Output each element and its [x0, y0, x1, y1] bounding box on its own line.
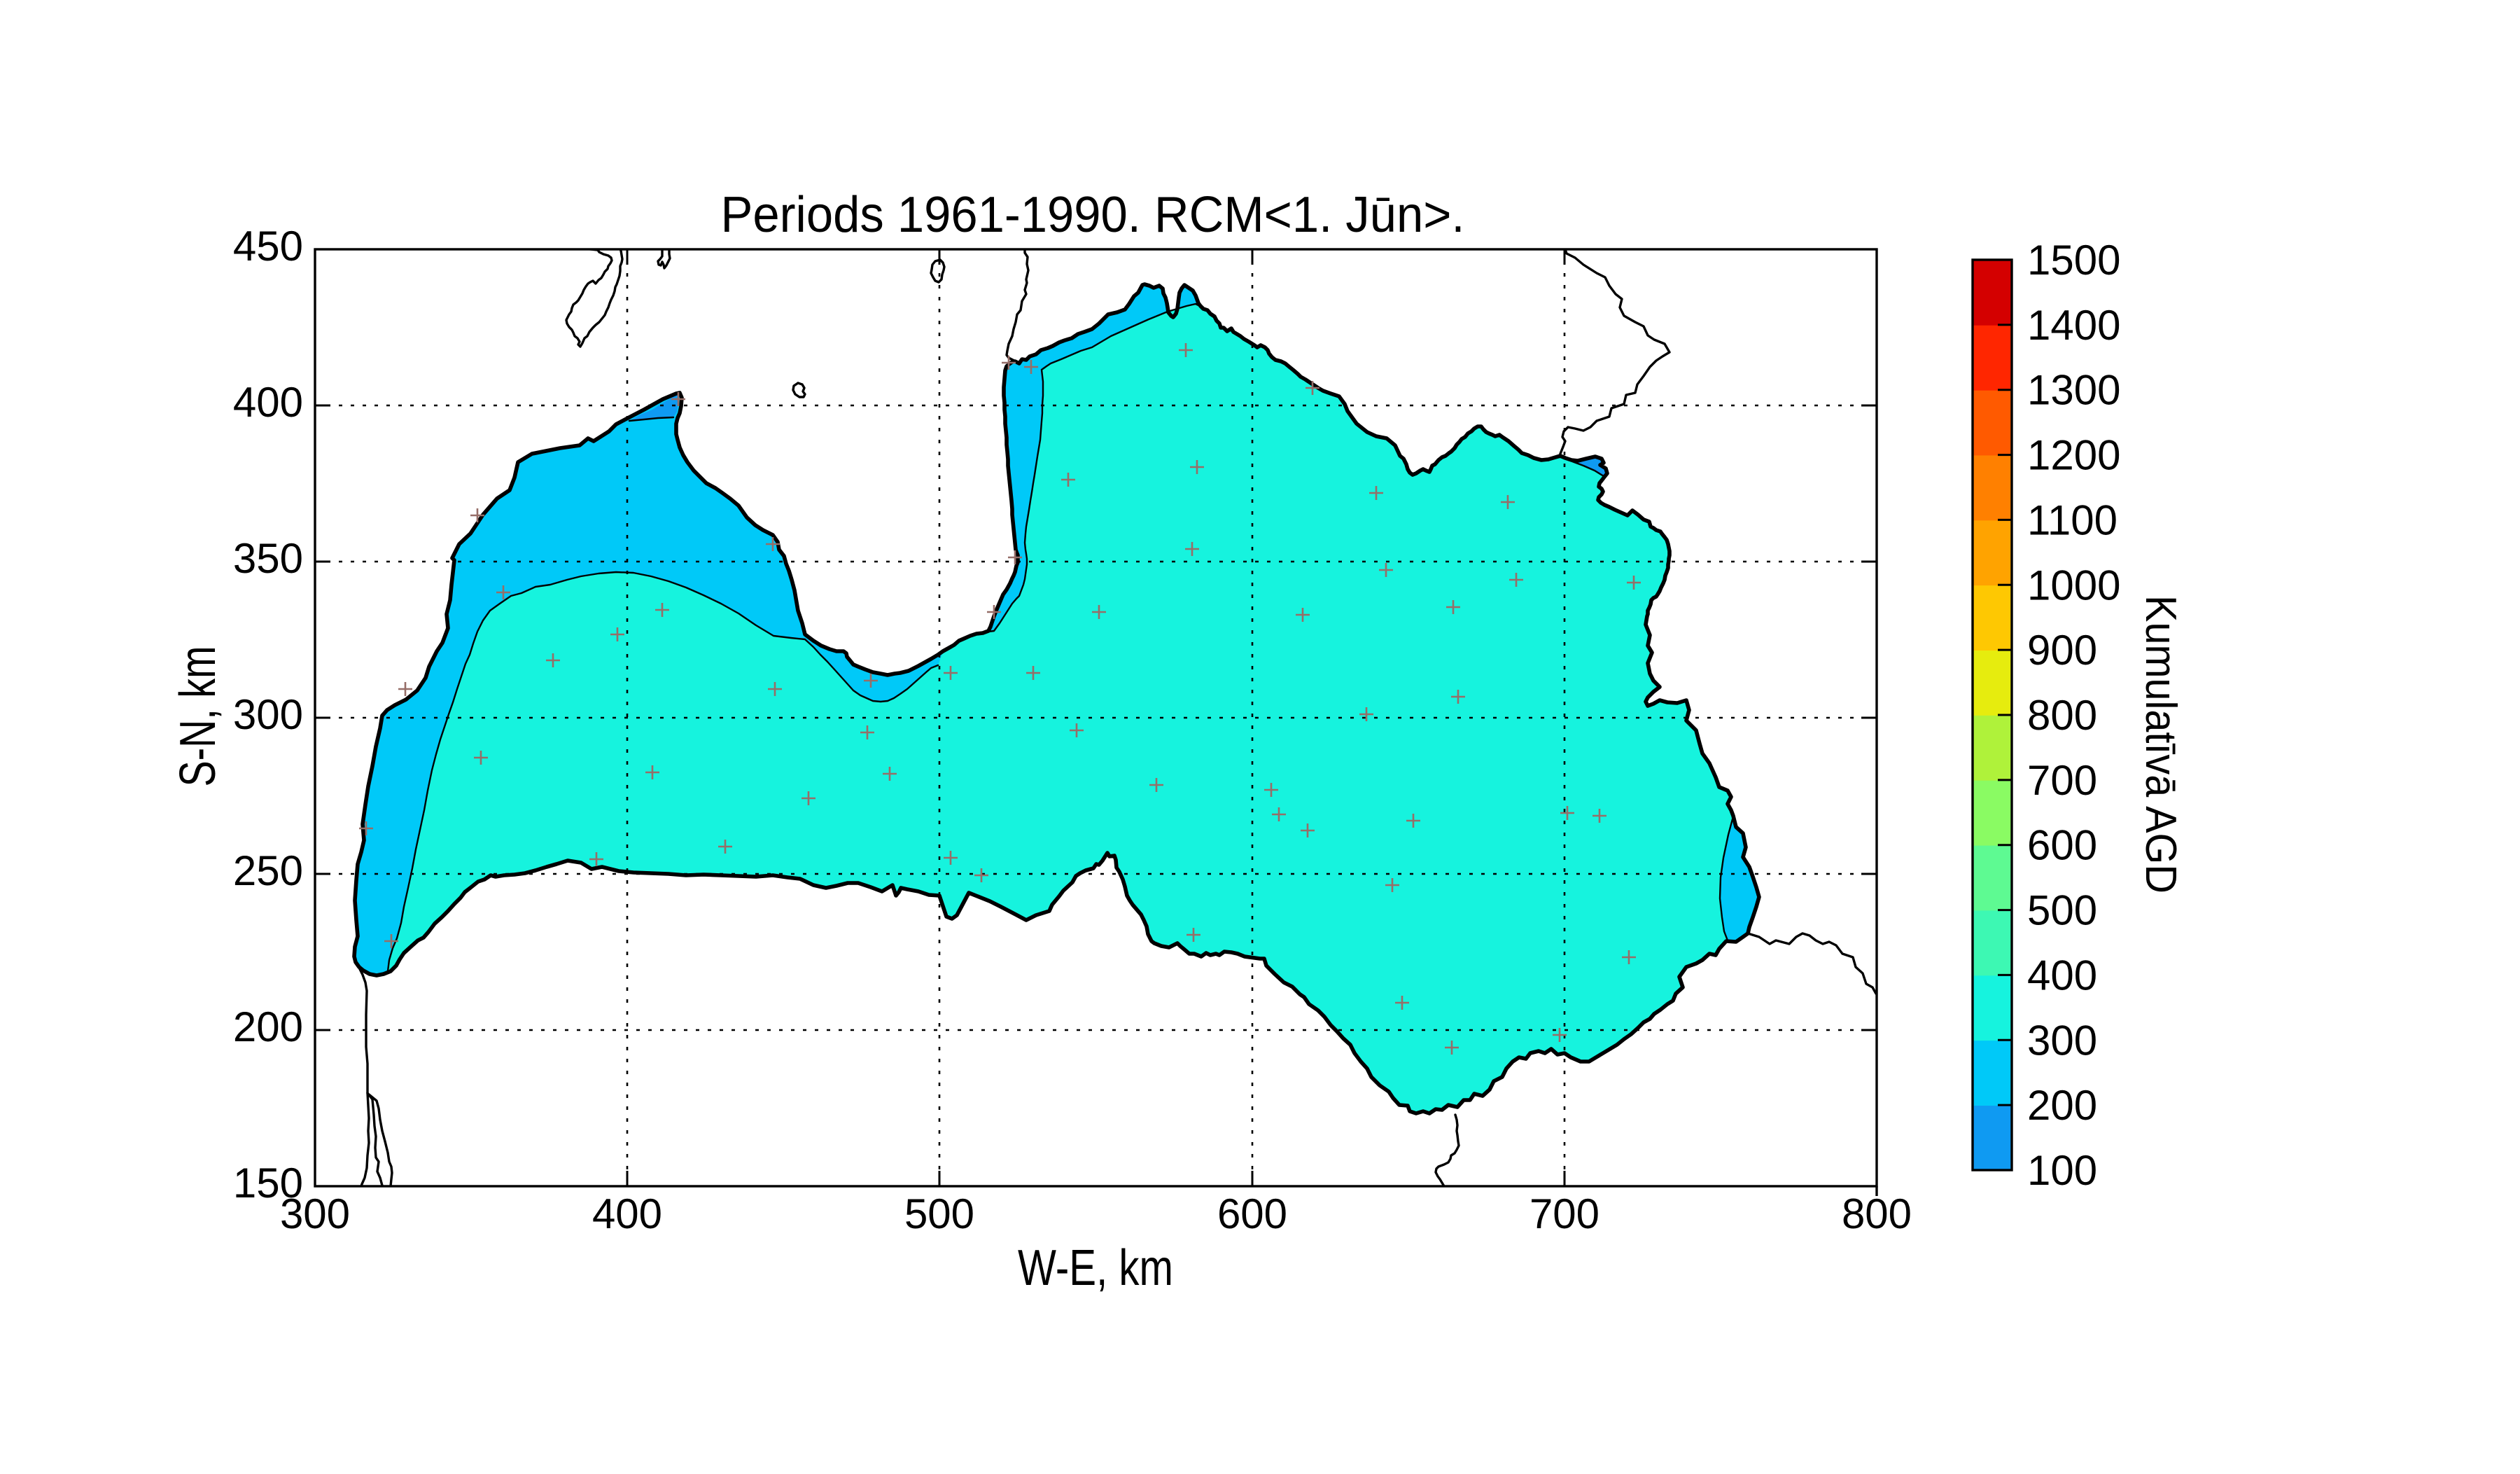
svg-text:1300: 1300 — [2027, 367, 2120, 414]
svg-text:200: 200 — [233, 1003, 303, 1050]
svg-text:250: 250 — [233, 847, 303, 894]
svg-text:Kumulatīvā AGD: Kumulatīvā AGD — [2136, 595, 2185, 894]
svg-text:W-E, km: W-E, km — [1018, 1240, 1173, 1296]
svg-text:400: 400 — [592, 1190, 662, 1237]
svg-text:800: 800 — [1842, 1190, 1912, 1237]
svg-text:700: 700 — [1530, 1190, 1600, 1237]
svg-text:400: 400 — [233, 379, 303, 426]
svg-text:1400: 1400 — [2027, 302, 2120, 349]
svg-text:Periods 1961-1990. RCM<1. Jūn>: Periods 1961-1990. RCM<1. Jūn>. — [721, 187, 1465, 243]
svg-text:600: 600 — [2027, 822, 2097, 869]
svg-text:350: 350 — [233, 535, 303, 582]
svg-text:800: 800 — [2027, 692, 2097, 739]
svg-text:1100: 1100 — [2027, 496, 2118, 543]
svg-text:150: 150 — [233, 1160, 303, 1207]
svg-text:1000: 1000 — [2027, 562, 2120, 609]
svg-text:1200: 1200 — [2027, 432, 2120, 479]
svg-text:500: 500 — [904, 1190, 974, 1237]
svg-text:600: 600 — [1217, 1190, 1287, 1237]
svg-text:450: 450 — [233, 223, 303, 270]
svg-text:1500: 1500 — [2027, 237, 2120, 284]
svg-text:500: 500 — [2027, 887, 2097, 934]
svg-text:100: 100 — [2027, 1147, 2097, 1194]
svg-text:700: 700 — [2027, 757, 2097, 804]
svg-text:200: 200 — [2027, 1082, 2097, 1129]
svg-text:S-N, km: S-N, km — [170, 646, 226, 787]
svg-text:300: 300 — [233, 691, 303, 738]
svg-text:400: 400 — [2027, 952, 2097, 999]
svg-text:300: 300 — [280, 1190, 350, 1237]
svg-text:900: 900 — [2027, 627, 2097, 674]
svg-text:300: 300 — [2027, 1017, 2097, 1064]
